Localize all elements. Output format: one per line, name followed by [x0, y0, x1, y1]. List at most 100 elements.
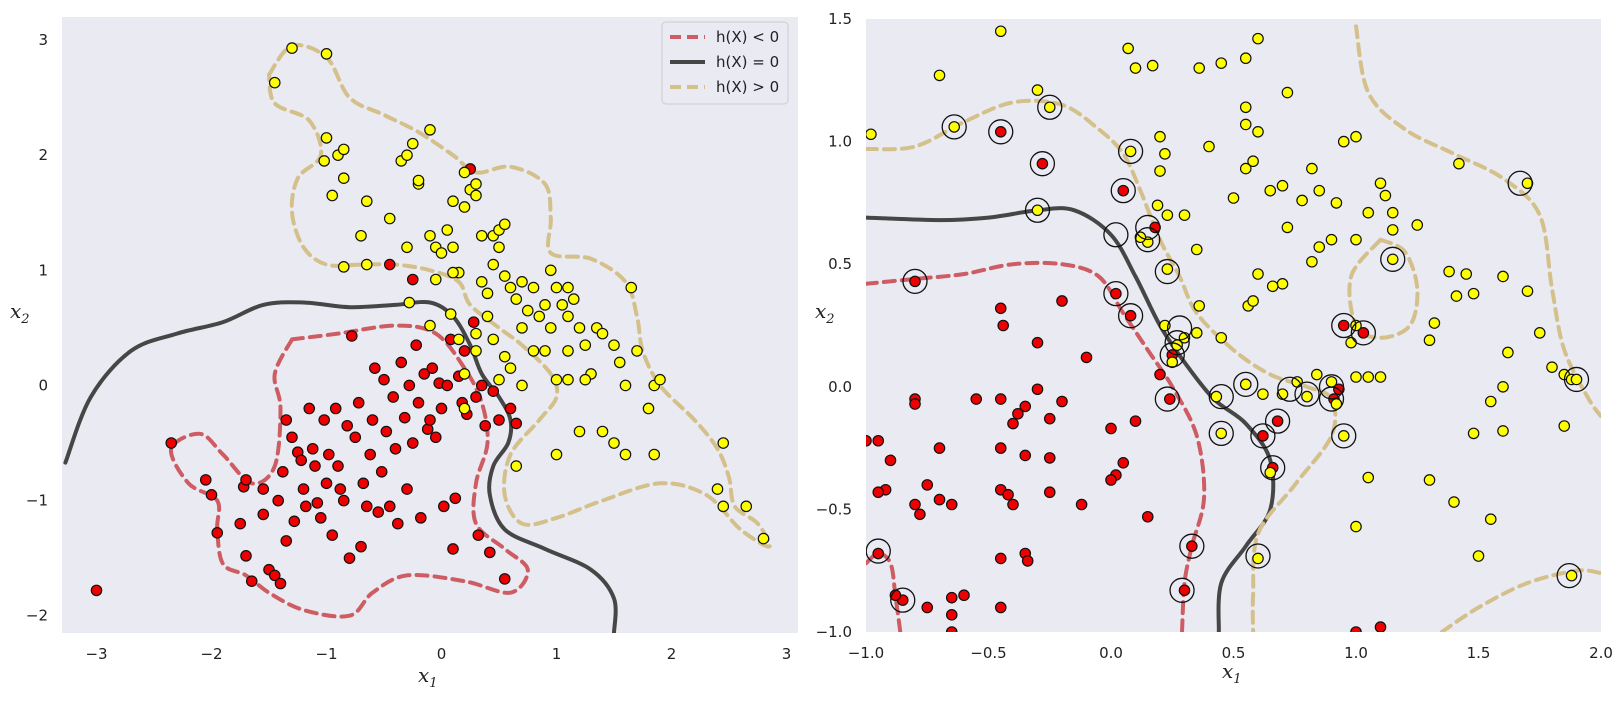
- data-point: [1484, 395, 1497, 408]
- data-point: [994, 393, 1007, 405]
- data-point: [435, 402, 448, 415]
- data-point: [997, 319, 1009, 332]
- support-vector-ring: [1179, 533, 1205, 559]
- data-point: [1301, 390, 1313, 403]
- data-point: [909, 498, 921, 511]
- data-point: [280, 414, 293, 426]
- support-vector-ring: [1294, 381, 1320, 407]
- data-point: [329, 402, 342, 415]
- data-point: [1186, 540, 1198, 552]
- data-point: [345, 330, 358, 342]
- data-point: [1252, 125, 1264, 138]
- y-tick-label: 1: [38, 261, 48, 279]
- data-point: [1019, 400, 1032, 413]
- x-tick-label: 1.5: [1467, 644, 1491, 662]
- data-point: [1122, 42, 1134, 55]
- x-tick-label: −1.0: [848, 644, 884, 662]
- data-point: [1350, 626, 1362, 632]
- data-point: [487, 385, 500, 398]
- data-point: [1362, 471, 1375, 484]
- data-point: [318, 414, 330, 426]
- data-point: [297, 483, 310, 495]
- y-tick-label: −1: [26, 492, 48, 510]
- support-vector-ring: [1556, 562, 1582, 589]
- data-point: [401, 149, 413, 161]
- data-point: [240, 474, 252, 486]
- data-point: [391, 517, 404, 530]
- data-point: [994, 601, 1007, 614]
- data-point: [994, 552, 1007, 565]
- data-point: [648, 448, 661, 461]
- data-point: [527, 281, 540, 294]
- data-point: [1264, 466, 1277, 479]
- data-point: [352, 396, 365, 409]
- data-point: [1271, 415, 1284, 427]
- support-vector-ring: [1154, 258, 1180, 285]
- data-point: [1178, 209, 1191, 221]
- data-point: [1467, 427, 1480, 440]
- contour-negative: [169, 323, 530, 619]
- data-point: [458, 345, 471, 357]
- data-point: [1450, 290, 1463, 302]
- data-point: [257, 508, 270, 521]
- data-point: [1036, 157, 1049, 170]
- data-point: [337, 494, 350, 507]
- data-point: [1031, 383, 1044, 396]
- data-point: [205, 489, 218, 501]
- data-point: [414, 512, 427, 524]
- data-point: [418, 368, 431, 380]
- data-point: [866, 128, 877, 141]
- data-point: [516, 379, 528, 392]
- data-point: [1080, 351, 1093, 364]
- support-vector-ring: [1037, 94, 1063, 120]
- data-point: [410, 339, 422, 351]
- support-vector-ring: [1318, 386, 1345, 412]
- data-point: [539, 345, 551, 357]
- data-point: [1043, 412, 1056, 425]
- data-point: [1252, 552, 1264, 565]
- data-point: [483, 546, 496, 559]
- right-ylabel: x2: [815, 299, 835, 327]
- legend-label-positive: h(X) > 0: [716, 78, 779, 96]
- data-point: [1337, 319, 1350, 332]
- data-point: [958, 589, 970, 602]
- data-point: [311, 497, 324, 509]
- data-point: [1276, 278, 1289, 290]
- support-vector-ring: [1260, 455, 1286, 481]
- data-point: [1570, 373, 1583, 386]
- data-point: [994, 302, 1007, 315]
- data-point: [1281, 86, 1294, 99]
- data-point: [921, 601, 934, 614]
- data-point: [470, 178, 482, 190]
- data-point: [1386, 253, 1399, 266]
- data-point: [1266, 280, 1279, 293]
- support-vector-ring: [1117, 138, 1144, 165]
- data-point: [654, 373, 666, 386]
- data-point: [872, 547, 885, 560]
- data-point: [1472, 550, 1485, 562]
- support-vector-ring: [941, 114, 967, 140]
- data-point: [1227, 192, 1240, 204]
- support-vector-ring: [902, 268, 928, 295]
- data-point: [521, 304, 534, 317]
- data-point: [380, 425, 393, 438]
- data-point: [1151, 199, 1164, 212]
- data-point: [383, 258, 396, 271]
- data-point: [579, 373, 592, 386]
- contour-positive: [1347, 237, 1420, 340]
- data-point: [884, 454, 897, 467]
- data-point: [487, 258, 500, 271]
- data-point: [562, 281, 574, 294]
- x-tick-label: 2.0: [1589, 644, 1613, 662]
- data-point: [1337, 135, 1350, 148]
- support-vector-ring: [1350, 320, 1376, 346]
- contour-zero: [63, 299, 618, 633]
- data-point: [1453, 157, 1465, 170]
- right-plot-background: [866, 19, 1601, 632]
- y-tick-label: −0.5: [816, 500, 852, 518]
- data-point: [1239, 378, 1252, 391]
- support-vector-ring: [1208, 420, 1234, 447]
- data-point: [909, 398, 921, 410]
- data-point: [1313, 241, 1326, 253]
- data-point: [479, 419, 491, 432]
